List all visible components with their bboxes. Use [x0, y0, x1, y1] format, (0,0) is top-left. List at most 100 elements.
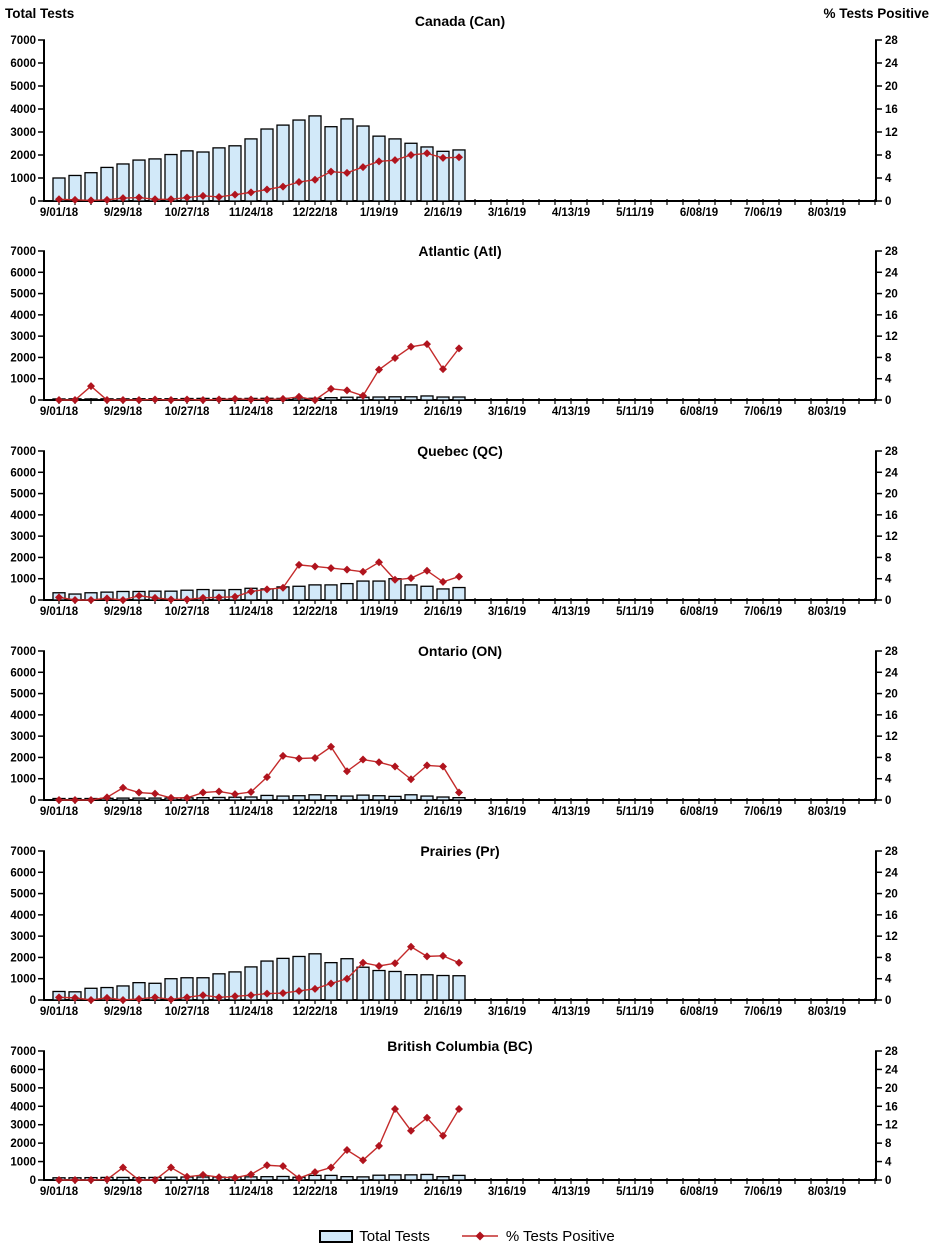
svg-text:10/27/18: 10/27/18	[165, 207, 210, 219]
svg-text:3/16/19: 3/16/19	[488, 1006, 526, 1018]
bar-total-tests	[164, 153, 178, 202]
diamond-marker	[359, 391, 367, 400]
svg-text:7000: 7000	[10, 35, 36, 47]
svg-text:8: 8	[885, 552, 892, 564]
svg-text:8: 8	[885, 1138, 892, 1150]
diamond-marker	[103, 195, 111, 204]
svg-text:12/22/18: 12/22/18	[293, 806, 338, 818]
diamond-marker	[183, 993, 191, 1002]
chart-panel-british-columbia: British Columbia (BC) 0 1000 2000 3000 4000 50…	[0, 1028, 934, 1215]
diamond-marker	[295, 392, 303, 401]
bar-total-tests	[452, 797, 466, 801]
svg-text:24: 24	[885, 467, 898, 479]
diamond-marker	[375, 365, 383, 374]
svg-text:11/24/18: 11/24/18	[229, 406, 274, 418]
svg-text:6/08/19: 6/08/19	[680, 806, 718, 818]
svg-text:8: 8	[885, 752, 892, 764]
svg-text:12: 12	[885, 531, 898, 543]
diamond-marker	[295, 178, 303, 187]
svg-text:5/11/19: 5/11/19	[616, 606, 654, 618]
svg-text:4000: 4000	[10, 104, 36, 116]
diamond-marker	[183, 193, 191, 202]
svg-text:8: 8	[885, 150, 892, 162]
diamond-marker	[327, 979, 335, 988]
svg-text:4/13/19: 4/13/19	[552, 806, 590, 818]
bar-total-tests	[260, 1176, 274, 1181]
svg-text:4000: 4000	[10, 1101, 36, 1113]
diamond-marker	[215, 993, 223, 1002]
svg-text:6000: 6000	[10, 58, 36, 70]
diamond-marker	[71, 796, 79, 804]
diamond-marker	[439, 951, 447, 960]
line-pct-positive	[59, 1107, 460, 1181]
svg-text:3/16/19: 3/16/19	[488, 207, 526, 219]
bar-total-tests	[292, 795, 306, 801]
chart-prairies: Prairies (Pr) 0 1000 2000 3000 4000 5000 6000 70…	[10, 843, 898, 1018]
diamond-marker	[375, 758, 383, 767]
svg-text:16: 16	[885, 910, 898, 922]
bar-total-tests	[436, 974, 450, 1001]
diamond-marker	[439, 762, 447, 771]
bar-total-tests	[420, 585, 434, 601]
diamond-marker	[407, 151, 415, 159]
diamond-marker	[279, 394, 287, 403]
diamond-marker	[215, 593, 223, 602]
chart-panel-quebec: Quebec (QC) 0 1000 2000 3000 4000 5000 6000 7000…	[0, 428, 934, 628]
svg-text:9/01/18: 9/01/18	[40, 606, 79, 618]
diamond-marker	[263, 1161, 271, 1170]
diamond-marker	[151, 195, 159, 204]
bar-total-tests	[372, 969, 386, 1001]
chart-quebec: Quebec (QC) 0 1000 2000 3000 4000 5000 6000 7000…	[10, 443, 898, 618]
diamond-marker	[71, 195, 79, 204]
diamond-marker	[359, 958, 367, 967]
bar-total-tests	[340, 118, 354, 202]
diamond-marker	[423, 761, 431, 770]
bar-total-tests	[452, 975, 466, 1001]
bar-total-tests	[308, 584, 322, 601]
diamond-marker	[183, 793, 191, 802]
svg-text:24: 24	[885, 667, 898, 679]
diamond-marker	[119, 783, 127, 792]
diamond-marker	[455, 572, 463, 581]
svg-text:3/16/19: 3/16/19	[488, 406, 526, 418]
chart-title: Quebec (QC)	[417, 443, 503, 459]
bar-total-tests	[244, 138, 258, 202]
diamond-marker	[151, 789, 159, 798]
diamond-marker	[119, 596, 127, 604]
bar-total-tests	[260, 794, 274, 801]
svg-text:7000: 7000	[10, 246, 36, 258]
diamond-marker	[423, 566, 431, 575]
svg-text:4: 4	[885, 974, 892, 986]
diamond-marker	[359, 1156, 367, 1165]
svg-text:11/24/18: 11/24/18	[229, 606, 274, 618]
bar-total-tests	[308, 115, 322, 202]
diamond-marker	[263, 585, 271, 594]
diamond-marker	[87, 996, 95, 1004]
diamond-marker	[103, 793, 111, 802]
svg-text:12: 12	[885, 731, 898, 743]
diamond-marker	[183, 1172, 191, 1181]
bar-total-tests	[308, 953, 322, 1001]
diamond-marker	[199, 593, 207, 602]
line-pct-positive	[59, 745, 460, 801]
svg-text:7/06/19: 7/06/19	[744, 806, 782, 818]
svg-text:8/03/19: 8/03/19	[808, 1006, 846, 1018]
diamond-marker	[391, 575, 399, 584]
right-axis-header: % Tests Positive	[823, 6, 929, 21]
diamond-marker	[119, 1163, 127, 1172]
svg-text:4000: 4000	[10, 710, 36, 722]
svg-text:6000: 6000	[10, 667, 36, 679]
diamond-marker	[375, 558, 383, 567]
bar-total-tests	[196, 151, 210, 202]
diamond-marker	[55, 796, 63, 804]
diamond-marker	[135, 591, 143, 600]
svg-text:5000: 5000	[10, 689, 36, 701]
svg-text:4/13/19: 4/13/19	[552, 207, 590, 219]
diamond-marker	[311, 396, 319, 404]
diamond-marker	[103, 594, 111, 603]
diamond-marker	[167, 595, 175, 604]
svg-text:5000: 5000	[10, 81, 36, 93]
bar-total-tests	[436, 396, 450, 401]
bar-total-tests	[356, 580, 370, 601]
diamond-marker	[247, 587, 255, 596]
